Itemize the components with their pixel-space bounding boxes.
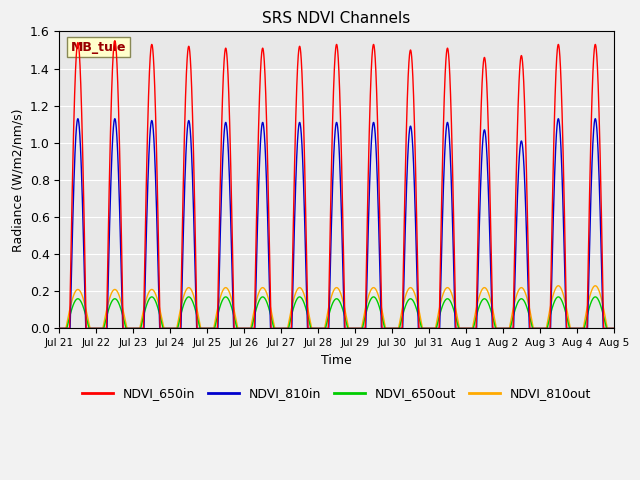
X-axis label: Time: Time xyxy=(321,354,352,367)
Legend: NDVI_650in, NDVI_810in, NDVI_650out, NDVI_810out: NDVI_650in, NDVI_810in, NDVI_650out, NDV… xyxy=(77,383,596,406)
Text: MB_tule: MB_tule xyxy=(70,41,126,54)
Title: SRS NDVI Channels: SRS NDVI Channels xyxy=(262,11,411,26)
Y-axis label: Radiance (W/m2/nm/s): Radiance (W/m2/nm/s) xyxy=(11,108,24,252)
